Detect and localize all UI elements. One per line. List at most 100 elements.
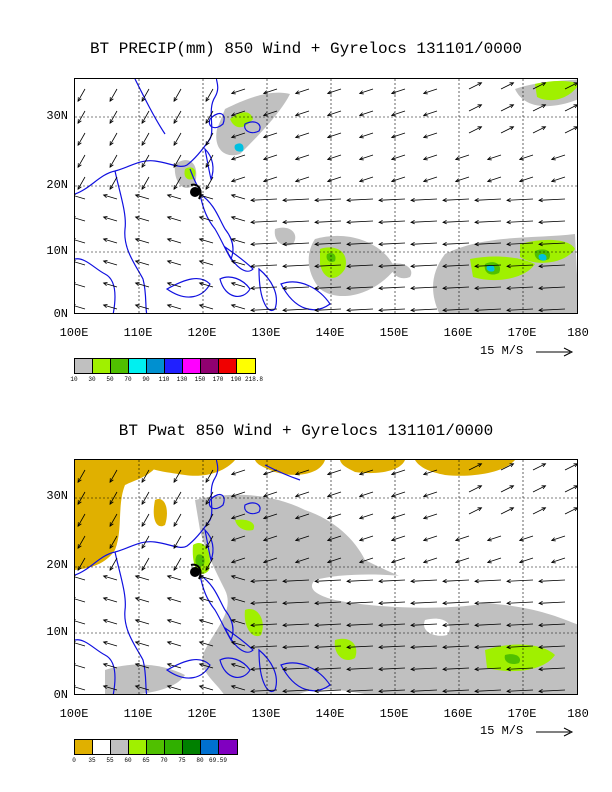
colorbar-swatch: [93, 740, 111, 754]
wind-vector-head: [422, 559, 428, 564]
wind-vector: [379, 308, 406, 311]
wind-vector: [263, 132, 278, 138]
wind-vector-head: [573, 463, 577, 468]
wind-vector-head: [262, 537, 268, 542]
wind-vector: [507, 242, 534, 245]
wind-vector-head: [250, 601, 255, 606]
wind-vector-head: [134, 662, 140, 667]
wind-vector-head: [422, 493, 428, 498]
wind-vector: [532, 485, 546, 493]
wind-vector-head: [422, 178, 428, 183]
wind-vector: [135, 597, 150, 603]
wind-vector: [468, 485, 482, 493]
wind-vector: [539, 264, 566, 267]
wind-vector: [103, 575, 118, 581]
panel2-lat-label: 10N: [46, 625, 68, 639]
wind-vector: [263, 110, 278, 116]
wind-vector-head: [477, 485, 483, 490]
wind-vector-head: [173, 163, 178, 168]
wind-vector: [109, 513, 118, 527]
wind-vector: [443, 689, 470, 692]
wind-vector-head: [109, 163, 114, 168]
wind-vector: [75, 598, 86, 603]
wind-vector-head: [173, 566, 178, 571]
wind-vector-head: [326, 178, 332, 183]
wind-vector-head: [358, 559, 364, 564]
wind-vector-head: [294, 90, 300, 95]
wind-vector-head: [442, 286, 447, 291]
wind-vector-head: [294, 178, 300, 183]
wind-vector-head: [506, 645, 511, 650]
wind-vector: [263, 491, 278, 497]
wind-vector: [564, 485, 577, 493]
colorbar-label: 30: [88, 376, 96, 383]
wind-vector-head: [390, 493, 396, 498]
wind-vector-head: [506, 667, 511, 672]
wind-vector-head: [509, 82, 515, 87]
wind-vector: [167, 304, 182, 310]
colorbar-swatch: [183, 359, 201, 373]
wind-vector-head: [166, 215, 172, 220]
wind-vector: [443, 220, 470, 223]
wind-vector-head: [77, 119, 82, 124]
wind-vector: [539, 601, 566, 604]
wind-vector-head: [346, 689, 351, 694]
wind-vector: [519, 535, 534, 541]
panel2-gyre-marker: [190, 563, 202, 580]
wind-vector-head: [205, 478, 210, 483]
wind-vector-head: [198, 684, 204, 689]
colorbar-label: 75: [178, 757, 186, 764]
wind-vector: [135, 304, 150, 310]
wind-vector: [379, 198, 406, 201]
wind-vector-head: [294, 493, 300, 498]
wind-vector: [251, 264, 278, 267]
wind-vector: [468, 82, 482, 90]
wind-vector: [135, 194, 150, 200]
wind-vector-head: [509, 507, 515, 512]
wind-vector-head: [518, 156, 524, 161]
wind-vector-head: [550, 178, 556, 183]
wind-vector-head: [250, 264, 255, 269]
wind-vector: [199, 282, 214, 288]
wind-vector-head: [102, 618, 108, 623]
wind-vector: [539, 286, 566, 289]
wind-vector-head: [141, 500, 146, 505]
wind-vector-head: [474, 242, 479, 247]
wind-vector-head: [205, 185, 210, 190]
wind-vector: [295, 88, 310, 94]
wind-vector-head: [250, 220, 255, 225]
wind-vector: [141, 110, 150, 124]
wind-vector-head: [134, 640, 140, 645]
wind-vector: [167, 663, 182, 669]
wind-vector-head: [230, 662, 236, 667]
wind-vector-head: [198, 662, 204, 667]
wind-vector: [231, 557, 246, 563]
panel2-reference-arrow-icon: [536, 727, 574, 737]
colorbar-swatch: [111, 740, 129, 754]
wind-vector-head: [102, 193, 108, 198]
wind-vector: [283, 667, 310, 670]
wind-vector-head: [134, 237, 140, 242]
wind-vector-head: [77, 185, 82, 190]
wind-vector-head: [282, 286, 287, 291]
wind-vector: [103, 663, 118, 669]
wind-vector: [532, 463, 546, 471]
wind-vector: [379, 579, 406, 582]
wind-vector-head: [538, 601, 543, 606]
wind-vector-head: [326, 471, 332, 476]
wind-vector: [519, 176, 534, 182]
colorbar-label: 10: [70, 376, 78, 383]
wind-vector-head: [314, 645, 319, 650]
wind-vector-head: [358, 90, 364, 95]
wind-vector-head: [550, 537, 556, 542]
wind-vector-head: [141, 97, 146, 102]
wind-vector: [475, 579, 502, 582]
wind-vector: [103, 304, 118, 310]
wind-vector-head: [77, 500, 82, 505]
wind-vector-head: [198, 640, 204, 645]
colorbar-label: 69.59: [208, 757, 228, 764]
wind-vector-head: [573, 507, 577, 512]
wind-vector-head: [173, 185, 178, 190]
wind-vector: [231, 176, 246, 182]
wind-vector-head: [166, 281, 172, 286]
